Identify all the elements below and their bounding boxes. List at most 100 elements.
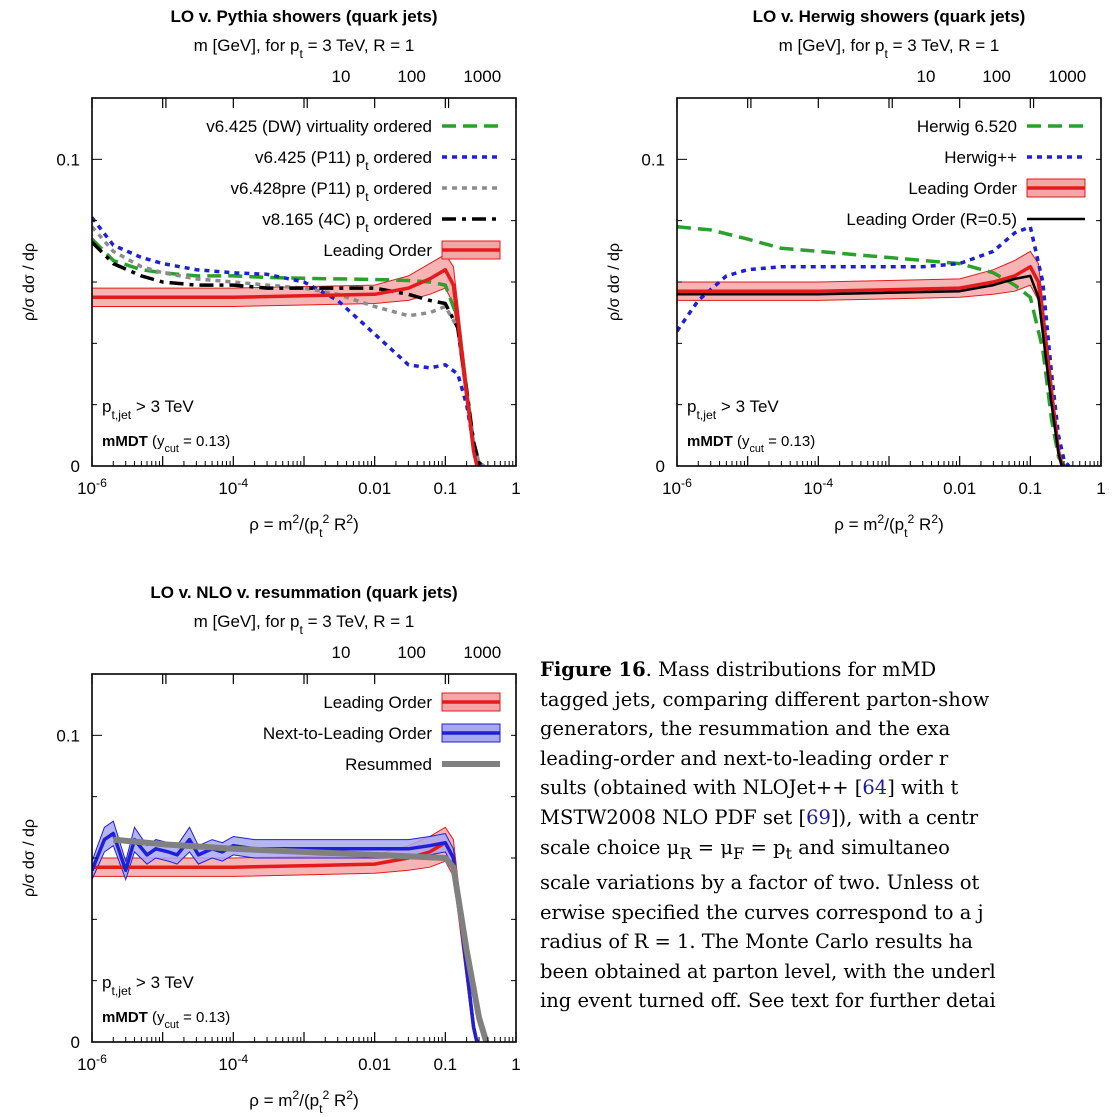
caption-text: ing event turned off. See text for furth… (540, 989, 996, 1013)
chart-title: LO v. Pythia showers (quark jets) (170, 7, 437, 26)
caption-text: been obtained at parton level, with the … (540, 959, 996, 983)
chart-panel-2: LO v. Herwig showers (quark jets) m [GeV]… (606, 7, 1106, 540)
x-tick-label: 0.01 (943, 479, 976, 498)
top-tick-label: 100 (397, 67, 425, 86)
top-tick-label: 10 (916, 67, 935, 86)
annotation-mmdt: mMDT (ycut = 0.13) (102, 1009, 230, 1031)
x-axis-label: ρ = m2/(pt2 R2) (834, 512, 944, 540)
top-axis-label: m [GeV], for pt = 3 TeV, R = 1 (779, 36, 1000, 61)
citation-link[interactable]: 69 (806, 805, 831, 829)
legend-label: v6.425 (DW) virtuality ordered (206, 117, 432, 136)
y-tick-label: 0.1 (641, 150, 665, 169)
x-tick-label: 1 (1096, 479, 1105, 498)
caption-line: sults (obtained with NLOJet++ [64] with … (540, 773, 1112, 803)
legend-label: Herwig 6.520 (917, 117, 1017, 136)
x-tick-label: 0.1 (434, 1055, 458, 1074)
y-axis-label: ρ/σ dσ / dρ (21, 819, 38, 897)
series-line-resummed (113, 836, 490, 1042)
caption-text: scale choice μ (540, 835, 680, 859)
legend-label: v6.428pre (P11) pt ordered (230, 179, 432, 204)
top-tick-label: 10 (331, 67, 350, 86)
legend-label: v8.165 (4C) pt ordered (262, 210, 432, 235)
legend-label: Resummed (345, 755, 432, 774)
x-axis-label: ρ = m2/(pt2 R2) (249, 512, 359, 540)
annotation-mmdt: mMDT (ycut = 0.13) (102, 433, 230, 455)
series-line-v6-425-dw-virtuality-ordered (92, 237, 485, 466)
caption-line: MSTW2008 NLO PDF set [69]), with a centr (540, 803, 1112, 833)
caption-text: t (785, 843, 793, 863)
x-tick-label: 0.01 (358, 1055, 391, 1074)
chart-title: LO v. Herwig showers (quark jets) (753, 7, 1026, 26)
legend-label: Leading Order (908, 179, 1017, 198)
caption-line: erwise specified the curves correspond t… (540, 898, 1112, 928)
y-tick-label: 0 (71, 1033, 80, 1052)
x-tick-label: 10-6 (77, 1052, 107, 1074)
caption-text: = μ (691, 835, 733, 859)
caption-text: . Mass distributions for mMD (645, 658, 937, 681)
legend-label: Leading Order (323, 693, 432, 712)
x-tick-label: 10-4 (803, 476, 833, 498)
legend-label: Herwig++ (944, 148, 1017, 167)
caption-text: erwise specified the curves correspond t… (540, 900, 984, 924)
y-tick-label: 0.1 (56, 726, 80, 745)
caption-text: = p (744, 835, 786, 859)
series-line-leading-order (677, 264, 1064, 466)
caption-text: generators, the resummation and the exa (540, 717, 951, 741)
series-line-leading-order-r-0-5- (677, 274, 1064, 466)
top-tick-label: 100 (982, 67, 1010, 86)
legend: v6.425 (DW) virtuality ordered v6.425 (P1… (206, 117, 501, 260)
x-tick-label: 10-6 (77, 476, 107, 498)
annotation-ptjet: pt,jet > 3 TeV (687, 397, 779, 422)
caption-line: ing event turned off. See text for furth… (540, 986, 1112, 1016)
chart-panel-3: LO v. NLO v. resummation (quark jets) m [… (21, 583, 521, 1116)
plot-area (677, 225, 1071, 466)
x-tick-label: 0.01 (358, 479, 391, 498)
annotation-ptjet: pt,jet > 3 TeV (102, 973, 194, 998)
y-axis-label: ρ/σ dσ / dρ (21, 243, 38, 321)
caption-line: leading-order and next-to-leading order … (540, 744, 1112, 774)
caption-line: radius of R = 1. The Monte Carlo results… (540, 927, 1112, 957)
y-tick-label: 0.1 (56, 150, 80, 169)
chart-title: LO v. NLO v. resummation (quark jets) (150, 583, 457, 602)
top-tick-label: 1000 (463, 643, 501, 662)
x-tick-label: 10-6 (662, 476, 692, 498)
legend-label: Next-to-Leading Order (263, 724, 432, 743)
annotation-ptjet: pt,jet > 3 TeV (102, 397, 194, 422)
legend-label: Leading Order (R=0.5) (846, 210, 1017, 229)
legend-label: v6.425 (P11) pt ordered (255, 148, 432, 173)
top-tick-label: 1000 (1048, 67, 1086, 86)
caption-text: ]), with a centr (830, 805, 979, 829)
x-tick-label: 1 (511, 1055, 520, 1074)
caption-text: leading-order and next-to-leading order … (540, 746, 949, 770)
series-line-v8-165-4c-p-t-ordered (92, 240, 485, 466)
caption-text: ] with t (887, 776, 959, 800)
x-tick-label: 10-4 (218, 1052, 248, 1074)
x-tick-label: 10-4 (218, 476, 248, 498)
legend: Leading Order Next-to-Leading Order Resumm… (263, 692, 501, 774)
top-tick-label: 10 (331, 643, 350, 662)
y-tick-label: 0 (71, 457, 80, 476)
y-tick-label: 0 (656, 457, 665, 476)
caption-text: Figure 16 (540, 658, 646, 681)
caption-line: scale choice μR = μF = pt and simultaneo (540, 833, 1112, 868)
plot-area (92, 820, 490, 1042)
caption-text: sults (obtained with NLOJet++ [ (540, 776, 863, 800)
series-line-v6-428pre-p11-p-t-ordered (92, 225, 485, 466)
series-line-v6-425-p11-p-t-ordered (92, 216, 485, 466)
citation-link[interactable]: 64 (862, 776, 888, 800)
top-axis-label: m [GeV], for pt = 3 TeV, R = 1 (194, 612, 415, 637)
x-tick-label: 1 (511, 479, 520, 498)
legend-label: Leading Order (323, 241, 432, 260)
top-tick-label: 100 (397, 643, 425, 662)
caption-text: radius of R = 1. The Monte Carlo results… (540, 930, 973, 954)
caption-line: tagged jets, comparing different parton-… (540, 685, 1112, 715)
series-line-leading-order (92, 267, 479, 466)
caption-text: and simultaneo (792, 835, 950, 859)
x-tick-label: 0.1 (1019, 479, 1043, 498)
caption-text: scale variations by a factor of two. Unl… (540, 871, 980, 895)
caption-line: scale variations by a factor of two. Unl… (540, 868, 1112, 898)
series-line-herwig-6-520 (677, 225, 1066, 466)
series-line-herwig- (677, 225, 1071, 466)
annotation-mmdt: mMDT (ycut = 0.13) (687, 433, 815, 455)
